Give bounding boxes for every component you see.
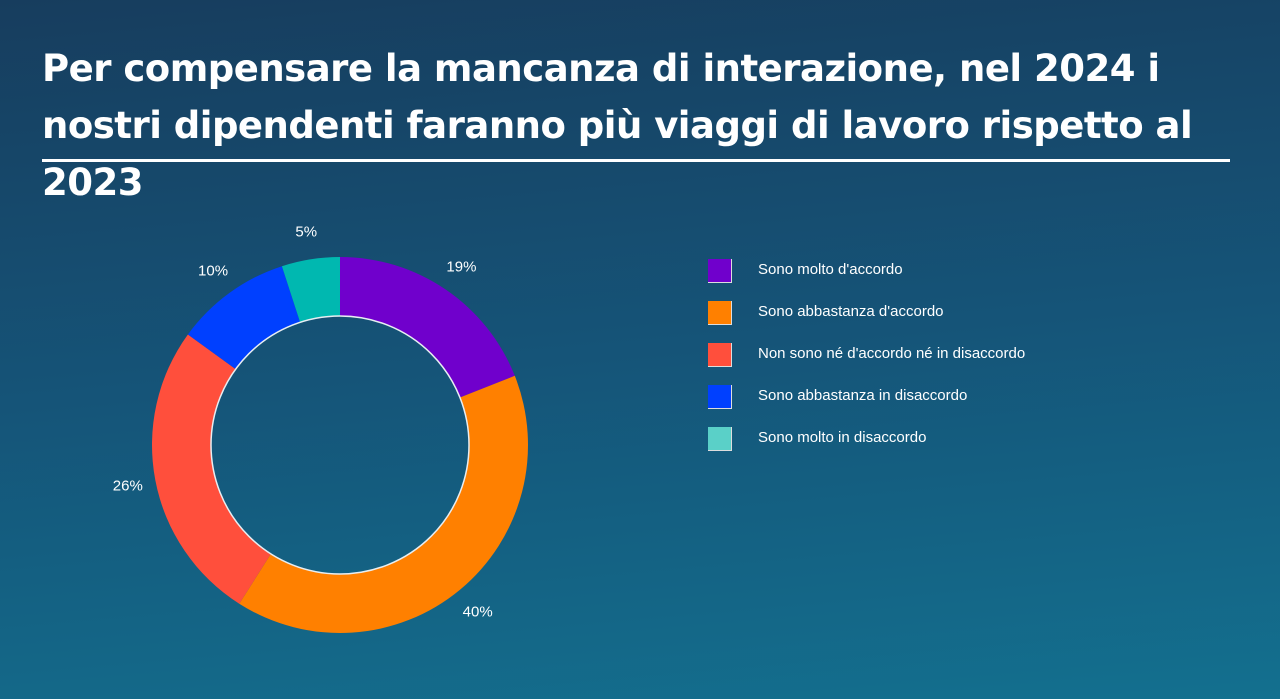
data-label: 19% [446,258,476,275]
data-label: 10% [198,262,228,279]
title-divider [42,159,1230,162]
data-label: 40% [463,603,493,620]
legend-label: Sono abbastanza d'accordo [758,303,944,320]
donut-slice [281,257,340,323]
donut-slice [239,375,528,633]
donut-inner-edge [210,315,470,575]
data-label: 26% [113,477,143,494]
legend-swatch [708,343,732,367]
legend-swatch [708,301,732,325]
legend-label: Sono molto in disaccordo [758,429,927,446]
donut-slice [340,257,515,398]
legend-label: Non sono né d'accordo né in disaccordo [758,345,1026,362]
legend-swatch [708,385,732,409]
legend-swatch [708,427,732,451]
legend-label: Sono molto d'accordo [758,261,903,278]
legend-label: Sono abbastanza in disaccordo [758,387,968,404]
donut-slice [187,266,301,370]
legend-swatch [708,259,732,283]
chart-title: Per compensare la mancanza di interazion… [42,47,1193,204]
data-label: 5% [295,224,317,241]
donut-slice [151,334,271,604]
